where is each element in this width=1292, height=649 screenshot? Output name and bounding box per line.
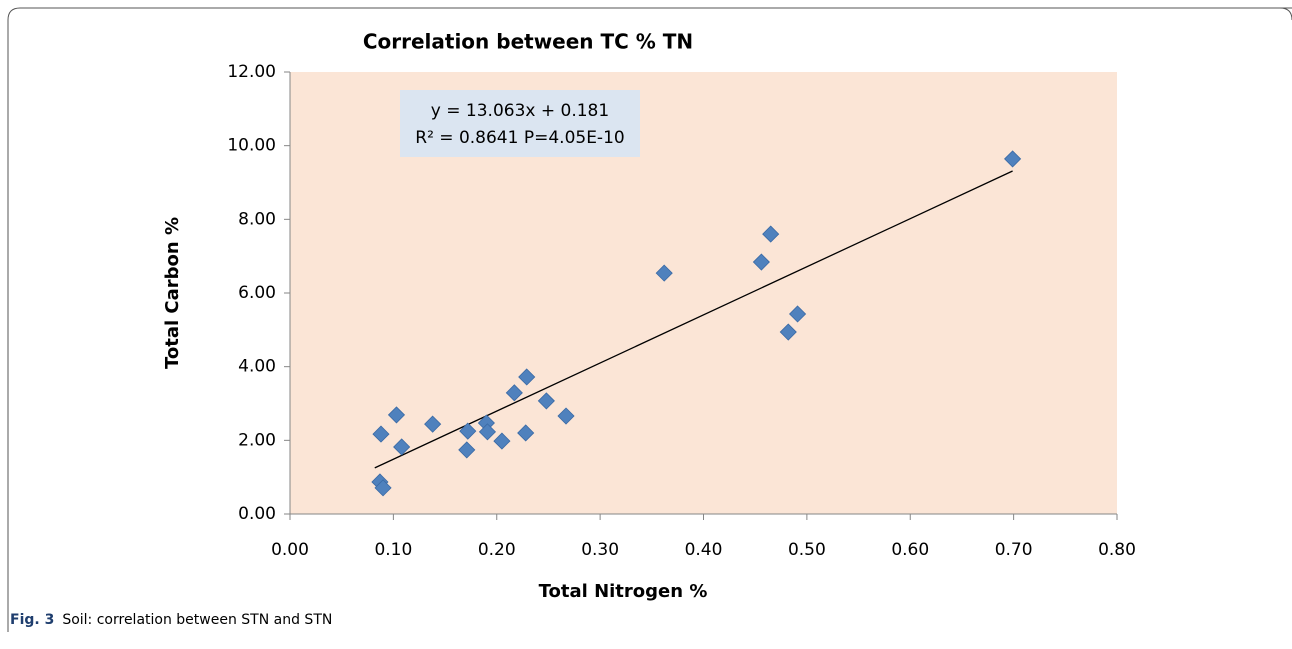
point — [393, 438, 411, 456]
x-axis-title: Total Nitrogen % — [539, 581, 708, 602]
x-tick-label: 0.30 — [581, 540, 619, 560]
point — [537, 392, 555, 410]
point — [372, 425, 390, 443]
point — [493, 432, 511, 450]
y-tick-label: 10.00 — [227, 136, 276, 156]
frame-corner — [1279, 7, 1292, 21]
y-tick-label: 2.00 — [238, 430, 276, 450]
point — [505, 384, 523, 402]
point — [762, 225, 780, 243]
y-axis-title: Total Carbon % — [162, 217, 183, 369]
x-tick-label: 0.20 — [478, 540, 516, 560]
y-tick-label: 6.00 — [238, 283, 276, 303]
y-tick-label: 4.00 — [238, 357, 276, 377]
point — [779, 323, 797, 341]
annotation: y = 13.063x + 0.181 — [431, 101, 609, 121]
point — [789, 305, 807, 323]
x-tick-label: 0.10 — [374, 540, 412, 560]
point — [478, 423, 497, 441]
frame — [7, 7, 1292, 632]
point — [374, 479, 392, 497]
y-tick-label: 8.00 — [238, 209, 276, 229]
point — [458, 441, 476, 459]
chart-title: Correlation between TC % TN — [363, 30, 693, 54]
point — [517, 424, 535, 442]
point — [557, 407, 575, 425]
x-tick-label: 0.40 — [685, 540, 723, 560]
x-tick-label: 0.60 — [891, 540, 929, 560]
x-tick-label: 0.50 — [788, 540, 826, 560]
x-tick-label: 0.70 — [995, 540, 1033, 560]
caption: Fig. 3 Soil: correlation between STN and … — [10, 612, 332, 628]
point — [424, 415, 442, 433]
y-tick-label: 12.00 — [227, 62, 276, 82]
point — [655, 264, 673, 282]
caption-label: Fig. 3 — [10, 612, 54, 628]
point — [1004, 150, 1022, 168]
x-tick-label: 0.80 — [1098, 540, 1136, 560]
annotation: R² = 0.8641 P=4.05E-10 — [415, 128, 624, 148]
point — [518, 368, 536, 386]
point — [752, 253, 770, 271]
y-tick-label: 0.00 — [238, 504, 276, 524]
annotation-box — [400, 90, 640, 157]
trendline — [374, 170, 1013, 469]
point — [387, 406, 406, 424]
x-tick-label: 0.00 — [271, 540, 309, 560]
caption-text: Soil: correlation between STN and STN — [62, 612, 332, 628]
point — [459, 422, 477, 440]
